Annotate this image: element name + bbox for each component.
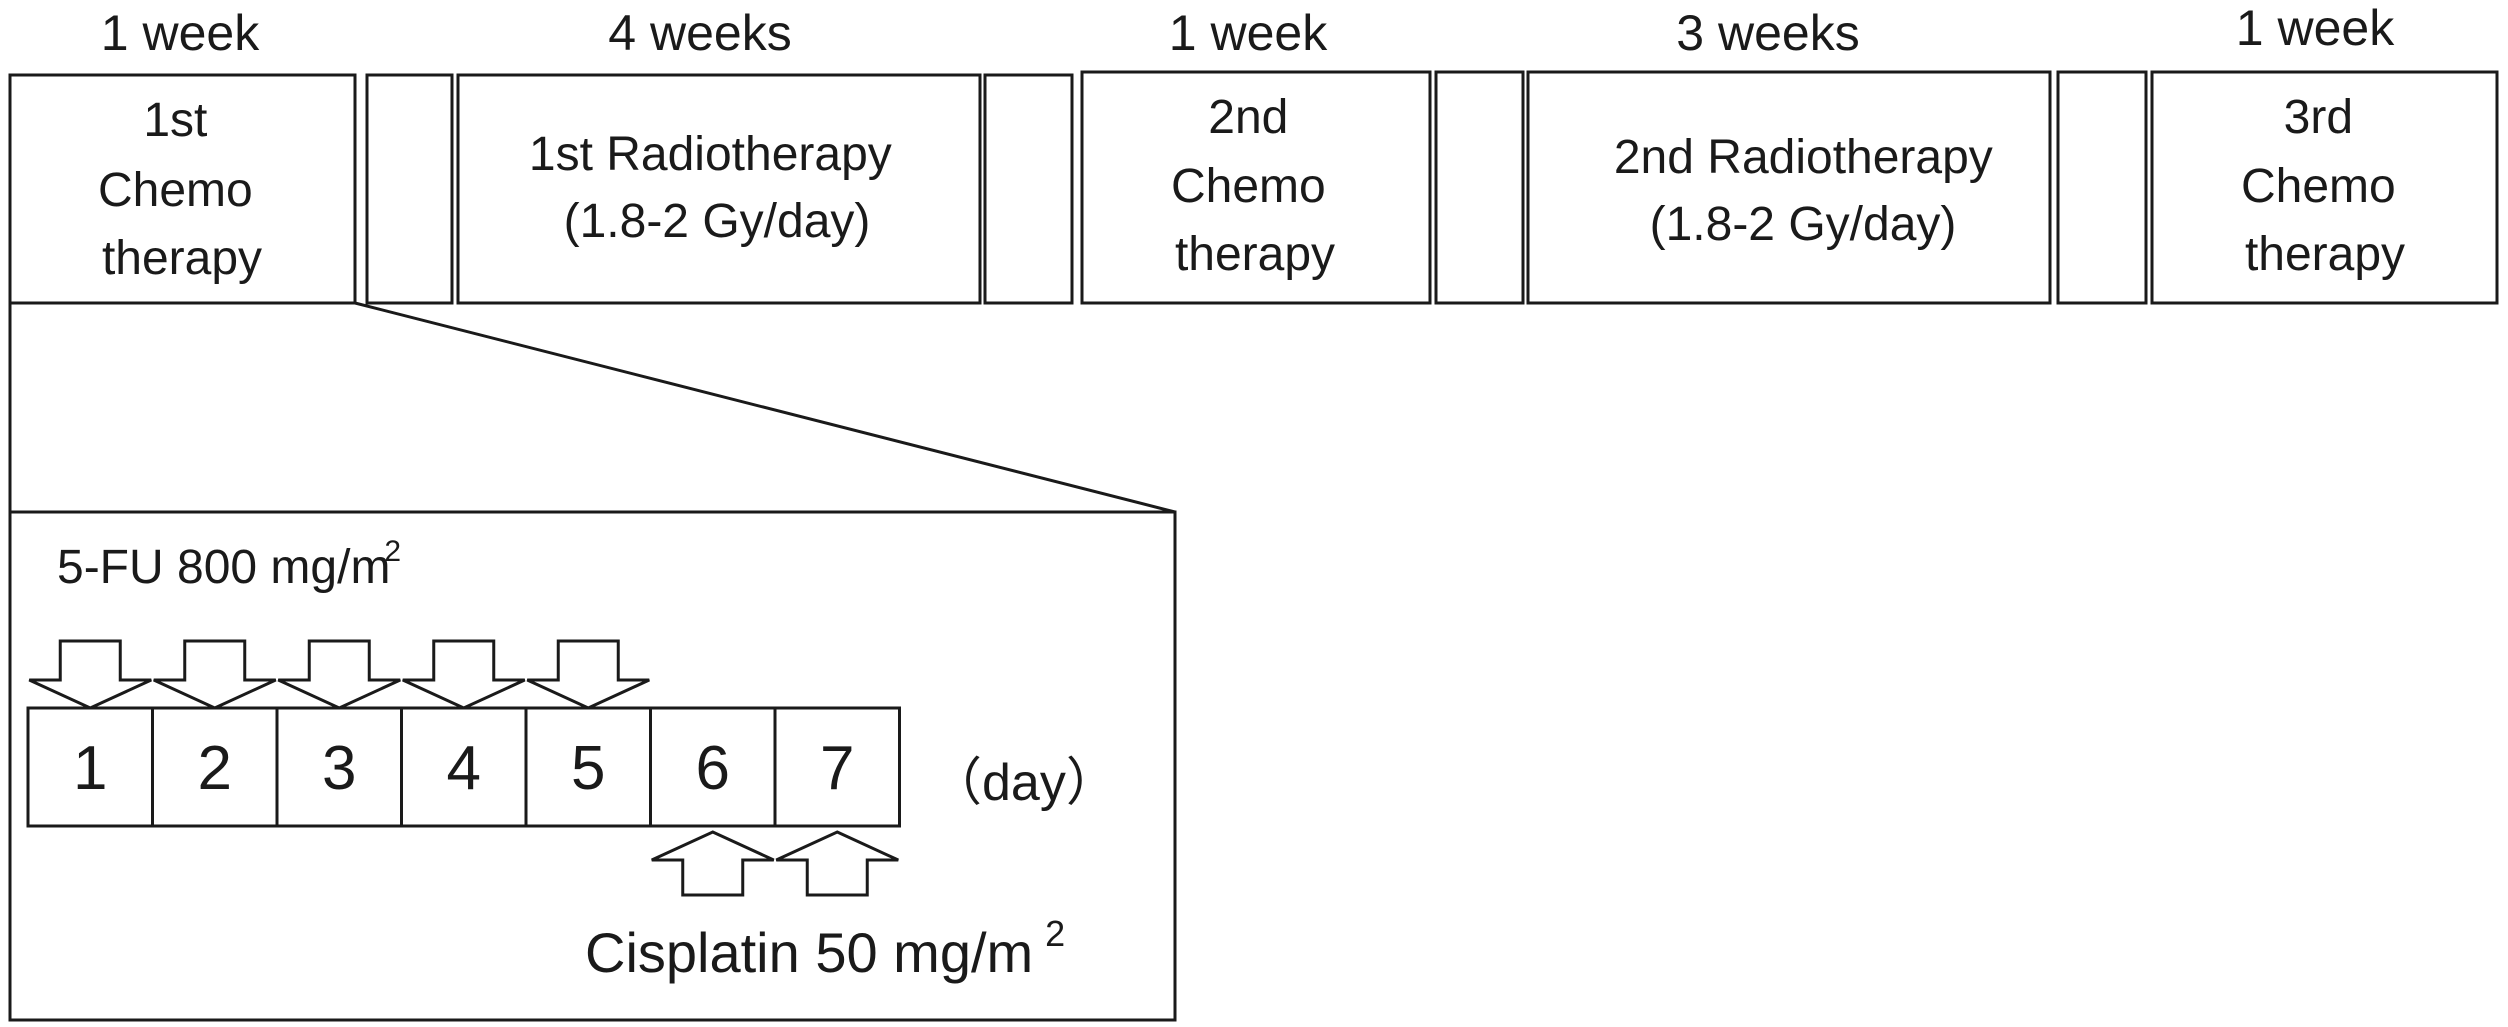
- day-cell: 2: [151, 706, 279, 828]
- fu-dose-arrow-down-icon: [28, 639, 152, 710]
- phase-box-radio-1: [456, 73, 982, 305]
- fu-dose-arrow-down-icon: [153, 639, 277, 710]
- day-cell-box: [151, 706, 279, 828]
- day-cell-box: [400, 706, 528, 828]
- phase-label-chemo-1: 1st Chemo therapy: [98, 94, 266, 285]
- day-cell-number: 2: [198, 734, 232, 803]
- phase-label-chemo-3: 3rd Chemo therapy: [2241, 91, 2409, 281]
- duration-radio-2: 3 weeks: [1676, 5, 1859, 61]
- day-cell: 4: [400, 706, 528, 828]
- gap-box-4: [2056, 70, 2148, 305]
- fu-arrows: [28, 639, 650, 710]
- day-cell-number: 4: [447, 734, 481, 803]
- day-cell-number: 3: [322, 734, 356, 803]
- day-cell-box: [649, 706, 777, 828]
- gap-box-1: [365, 73, 454, 305]
- cisplatin-arrows: [651, 830, 899, 897]
- timeline-row: 1st Chemo therapy 1st Radiotherapy (1.8-…: [8, 70, 2499, 305]
- phase-label-chemo-2: 2nd Chemo therapy: [1171, 91, 1339, 281]
- day-cell-number: 5: [571, 734, 605, 803]
- cisplatin-dose-arrow-up-icon: [651, 830, 775, 897]
- zoom-line-right: [354, 301, 1176, 514]
- day-cell-number: 7: [820, 734, 854, 803]
- day-cell: 6: [649, 706, 777, 828]
- duration-radio-1: 4 weeks: [608, 5, 791, 61]
- day-cell-box: [524, 706, 652, 828]
- day-cell: 3: [275, 706, 403, 828]
- duration-chemo-2: 1 week: [1169, 5, 1328, 61]
- day-unit-label: （day）: [930, 754, 1118, 812]
- fu-dose-arrow-down-icon: [526, 639, 650, 710]
- gap-box-2: [983, 73, 1074, 305]
- duration-chemo-1: 1 week: [101, 5, 260, 61]
- phase-box-radio-2: [1526, 70, 2052, 305]
- duration-labels: 1 week 4 weeks 1 week 3 weeks 1 week: [101, 0, 2395, 61]
- day-cell-box: [773, 706, 901, 828]
- day-cell-number: 1: [73, 734, 107, 803]
- phase-box-chemo-3: [2150, 70, 2499, 305]
- day-cell: 1: [26, 706, 154, 828]
- phase-label-radio-2: 2nd Radiotherapy (1.8-2 Gy/day): [1614, 131, 2006, 251]
- fu-dose-label: 5-FU 800 mg/m2: [57, 535, 401, 594]
- cisplatin-dose-label: Cisplatin 50 mg/m 2: [585, 913, 1065, 984]
- day-cell-box: [275, 706, 403, 828]
- day-cell: 5: [524, 706, 652, 828]
- day-cell-box: [26, 706, 154, 828]
- duration-chemo-3: 1 week: [2236, 0, 2395, 56]
- fu-dose-arrow-down-icon: [402, 639, 526, 710]
- fu-dose-arrow-down-icon: [277, 639, 401, 710]
- detail-panel: 5-FU 800 mg/m2 1 2 3 4 5 6 7 （day） Cisplatin 5…: [8, 510, 1177, 1022]
- day-cells: 1 2 3 4 5 6 7: [26, 706, 901, 828]
- phase-box-chemo-1: [8, 73, 357, 305]
- zoom-connector: [8, 301, 1176, 514]
- gap-box-3: [1434, 70, 1525, 305]
- day-cell: 7: [773, 706, 901, 828]
- cisplatin-dose-arrow-up-icon: [775, 830, 899, 897]
- phase-box-chemo-2: [1080, 70, 1432, 305]
- day-cell-number: 6: [696, 734, 730, 803]
- phase-label-radio-1: 1st Radiotherapy (1.8-2 Gy/day): [529, 128, 905, 248]
